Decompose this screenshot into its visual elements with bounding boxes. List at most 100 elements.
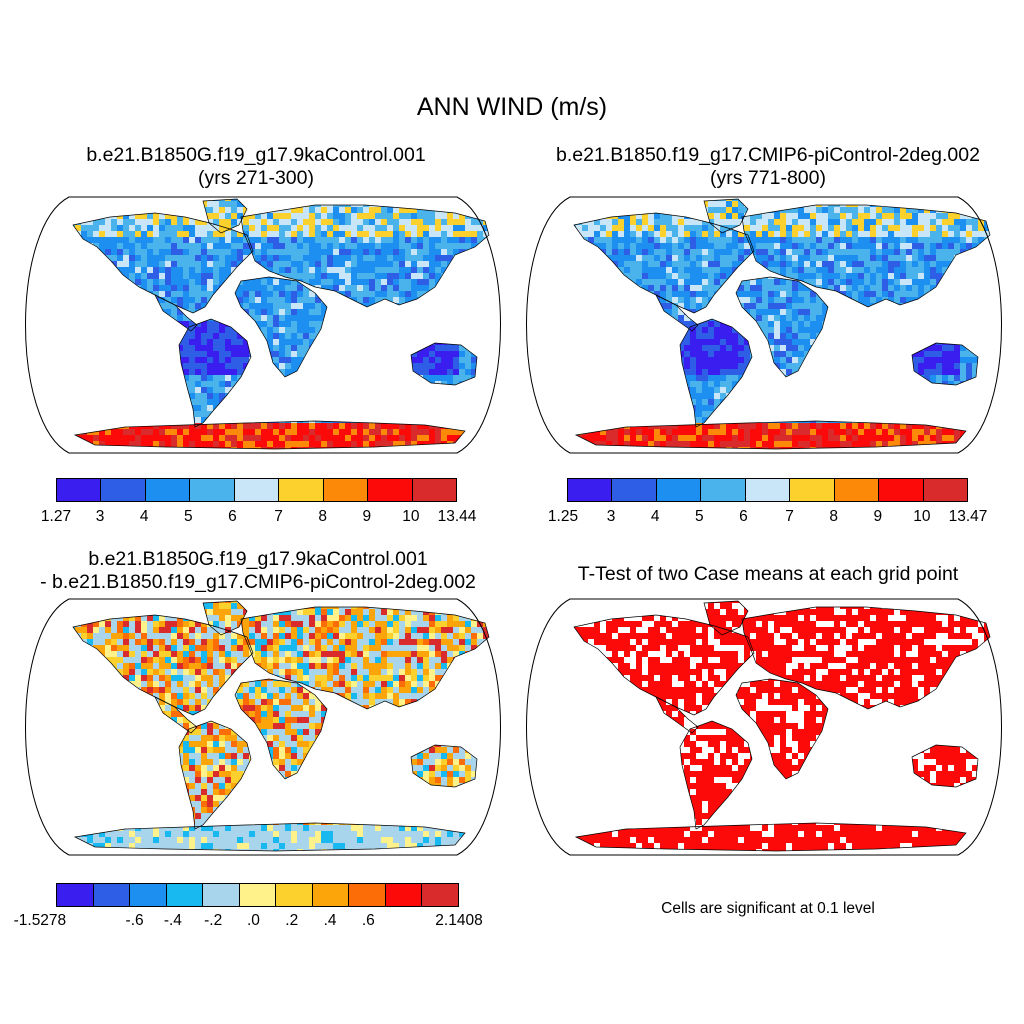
globe-outline	[526, 196, 1002, 454]
coastline	[703, 600, 749, 636]
colorbar-tick-label: .2	[285, 912, 299, 929]
case2-colorbar	[567, 478, 968, 502]
colorbar-swatch	[745, 479, 791, 501]
colorbar-swatch	[701, 479, 746, 501]
colorbar-swatch	[279, 479, 324, 501]
case2-title-line1: b.e21.B1850.f19_g17.CMIP6-piControl-2deg…	[556, 144, 980, 166]
land-field	[73, 601, 489, 851]
diff-colorbar	[56, 883, 459, 907]
colorbar-tick-label: 8	[829, 508, 838, 525]
coastline	[202, 600, 248, 636]
colorbar-swatch	[57, 884, 94, 906]
case2-map	[526, 196, 1002, 454]
colorbar-swatch	[203, 884, 240, 906]
colorbar-swatch	[422, 884, 459, 906]
coastline	[741, 204, 991, 308]
colorbar-tick-label: 9	[362, 508, 372, 525]
coastline	[73, 822, 466, 852]
case2-title: b.e21.B1850.f19_g17.CMIP6-piControl-2deg…	[512, 144, 1024, 190]
coastline	[234, 678, 328, 780]
coastline	[911, 744, 979, 788]
land-field	[73, 199, 489, 449]
coastline	[703, 198, 749, 234]
colorbar-swatch	[412, 479, 456, 501]
colorbar-tick-label: 13.47	[948, 508, 988, 525]
colorbar-swatch	[323, 479, 369, 501]
case2-title-line2: (yrs 771-800)	[710, 167, 826, 189]
diff-title-line2: - b.e21.B1850.f19_g17.CMIP6-piControl-2d…	[40, 571, 476, 593]
colorbar-swatch	[923, 479, 967, 501]
colorbar-tick-label: 2.1408	[435, 912, 483, 929]
colorbar-tick-label: 9	[873, 508, 883, 525]
coastline	[741, 606, 991, 710]
colorbar-swatch	[93, 884, 131, 906]
globe-outline	[25, 598, 501, 856]
colorbar-swatch	[385, 884, 423, 906]
coastline	[178, 318, 252, 428]
coastline	[202, 198, 248, 234]
diff-title: b.e21.B1850G.f19_g17.9kaControl.001 - b.…	[0, 548, 516, 594]
colorbar-swatch	[879, 479, 924, 501]
figure-title: ANN WIND (m/s)	[416, 93, 608, 121]
coastline	[154, 696, 198, 734]
colorbar-tick-label: 3	[95, 508, 105, 525]
case1-colorbar	[56, 478, 457, 502]
colorbar-tick-label: 4	[139, 508, 149, 525]
coastline	[573, 614, 755, 716]
colorbar-tick-label: .6	[361, 912, 375, 929]
colorbar-tick-label: 4	[650, 508, 660, 525]
colorbar-tick-label: 8	[318, 508, 327, 525]
diff-title-line1: b.e21.B1850G.f19_g17.9kaControl.001	[88, 548, 428, 570]
diff-colorbar-labels: -1.5278 -.6 -.4 -.2 .0 .2 .4 .6 2.1408	[14, 912, 483, 932]
colorbar-swatch	[145, 479, 191, 501]
colorbar-tick-label: -.6	[125, 912, 144, 929]
colorbar-tick-label: 6	[739, 508, 748, 525]
colorbar-swatch	[101, 479, 146, 501]
coastline	[73, 420, 466, 450]
coastline	[655, 294, 699, 332]
coastline	[234, 276, 328, 378]
coastline	[573, 212, 755, 314]
colorbar-tick-label: 1.25	[547, 508, 579, 525]
colorbar-swatch	[790, 479, 835, 501]
colorbar-swatch	[656, 479, 702, 501]
colorbar-tick-label: 5	[695, 508, 704, 525]
colorbar-swatch	[166, 884, 204, 906]
coastline	[410, 744, 478, 788]
diff-map	[25, 598, 501, 856]
colorbar-swatch	[190, 479, 235, 501]
case1-colorbar-labels: 1.27 3 4 5 6 7 8 9 10 13.44	[41, 508, 476, 528]
globe-outline	[526, 598, 1002, 856]
ttest-title: T-Test of two Case means at each grid po…	[577, 563, 959, 585]
coastline	[911, 342, 979, 386]
colorbar-swatch	[349, 884, 386, 906]
colorbar-tick-label: 6	[228, 508, 237, 525]
colorbar-swatch	[834, 479, 880, 501]
coastline	[655, 696, 699, 734]
coastline	[574, 420, 967, 450]
colorbar-tick-label: 5	[184, 508, 193, 525]
case1-title-line2: (yrs 271-300)	[198, 167, 314, 189]
colorbar-tick-label: 10	[913, 508, 931, 525]
colorbar-tick-label: 3	[606, 508, 616, 525]
coastline	[240, 606, 490, 710]
globe-outline	[25, 196, 501, 454]
colorbar-swatch	[612, 479, 657, 501]
coastline	[679, 720, 753, 830]
coastline	[72, 614, 254, 716]
case1-title-line1: b.e21.B1850G.f19_g17.9kaControl.001	[86, 144, 426, 166]
colorbar-tick-label: 7	[785, 508, 794, 525]
colorbar-tick-label: .4	[323, 912, 337, 929]
colorbar-tick-label: 13.44	[437, 508, 477, 525]
coastline	[735, 678, 829, 780]
coastline	[240, 204, 490, 308]
colorbar-swatch	[368, 479, 413, 501]
coastline	[679, 318, 753, 428]
coastline	[154, 294, 198, 332]
colorbar-tick-label: -.2	[204, 912, 223, 929]
coastline	[410, 342, 478, 386]
colorbar-swatch	[568, 479, 613, 501]
colorbar-tick-label: -1.5278	[13, 912, 67, 929]
land-field	[574, 199, 990, 449]
coastline	[178, 720, 252, 830]
